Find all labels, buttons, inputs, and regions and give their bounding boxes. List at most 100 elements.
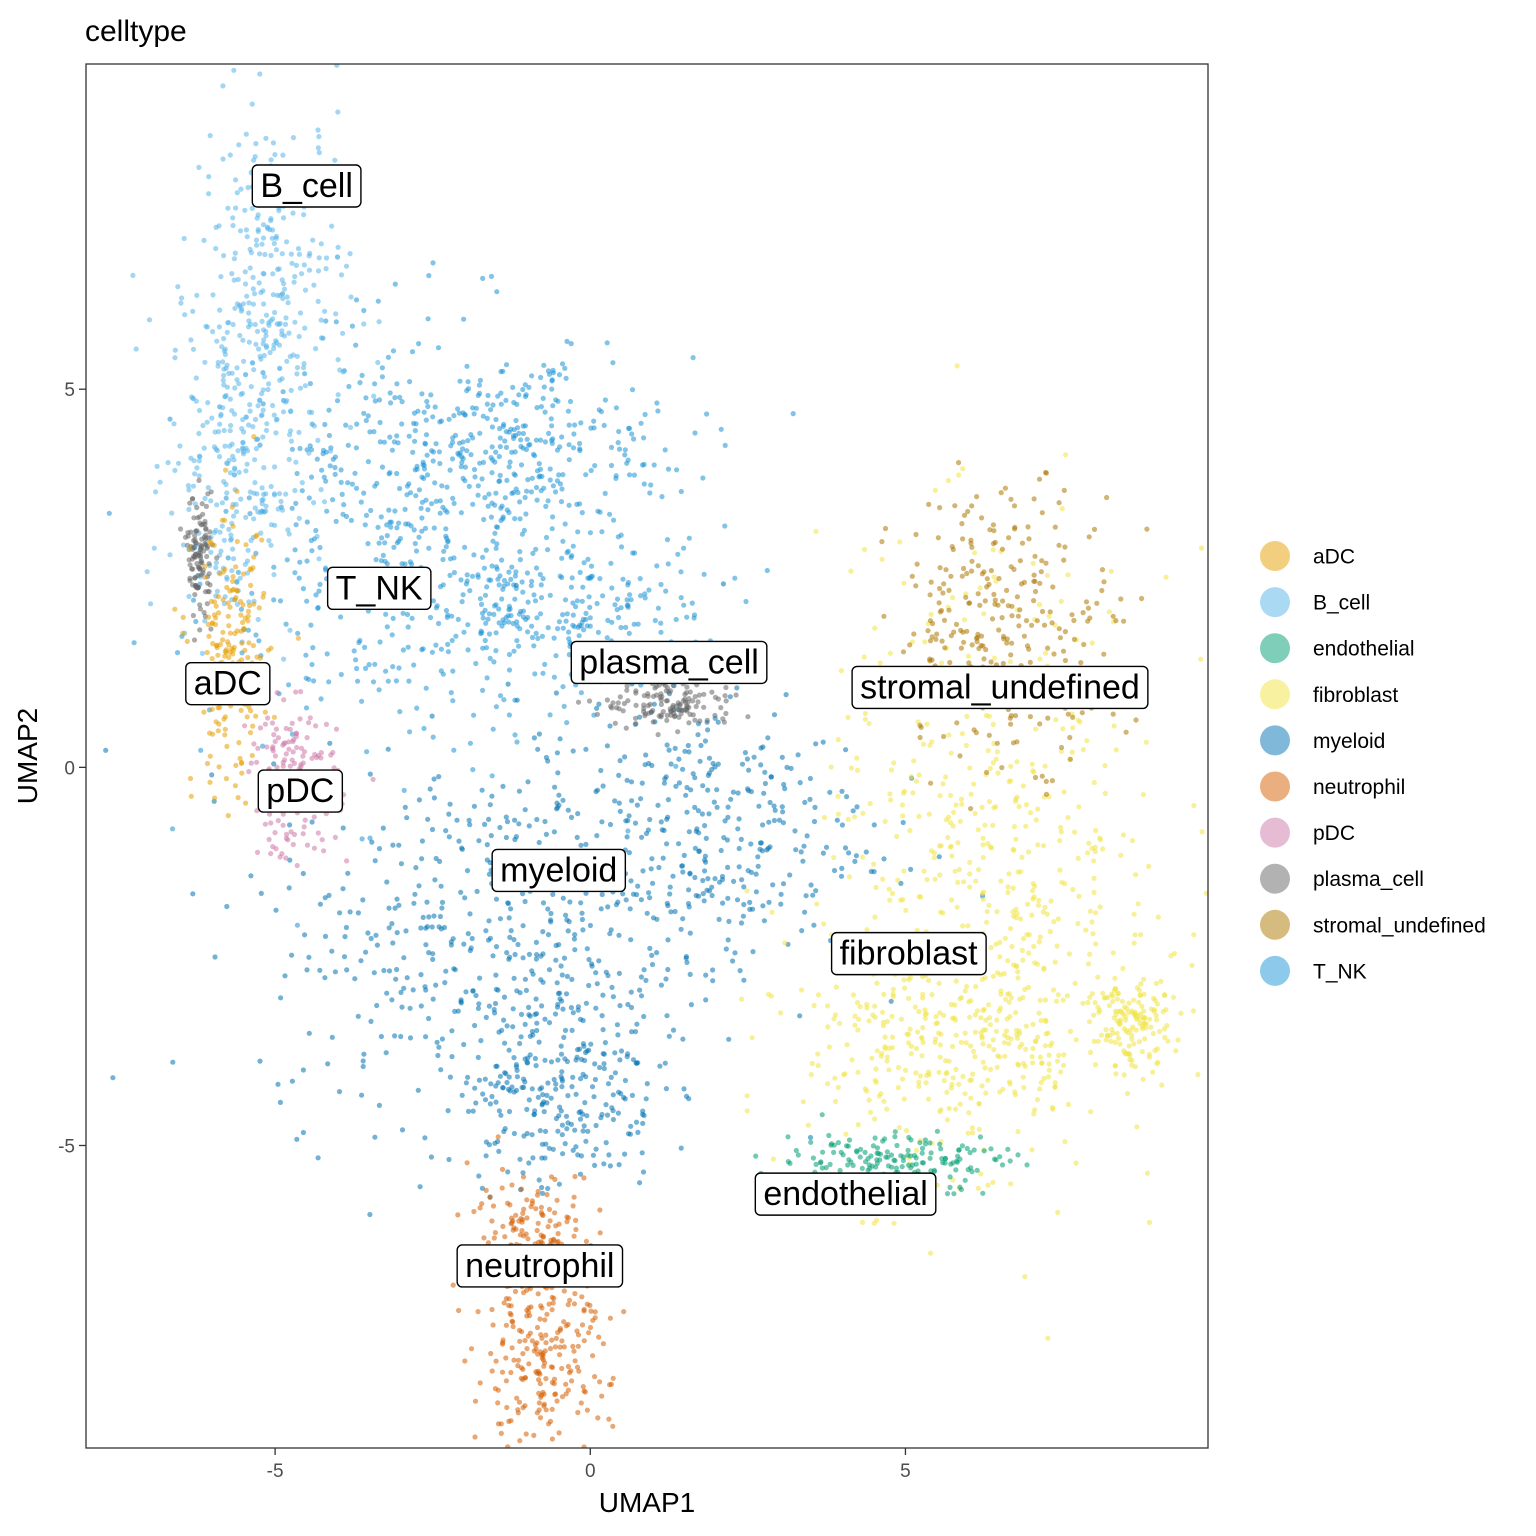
point (612, 798, 618, 804)
point (236, 740, 242, 746)
point (553, 653, 559, 659)
point (1021, 633, 1027, 639)
point (700, 877, 706, 884)
point (418, 505, 424, 511)
point (782, 940, 788, 946)
point (624, 602, 630, 609)
point (715, 696, 722, 702)
point (190, 612, 196, 619)
point (341, 502, 347, 508)
point (365, 930, 371, 936)
point (987, 765, 993, 772)
point (962, 988, 968, 994)
point (424, 452, 430, 458)
point (456, 440, 463, 446)
point (477, 596, 483, 602)
point (721, 835, 727, 841)
point (709, 884, 715, 890)
point (271, 597, 277, 603)
point (527, 441, 533, 448)
point (399, 421, 405, 427)
point (189, 496, 195, 502)
point (1053, 717, 1059, 723)
point (327, 740, 333, 746)
point (579, 1294, 585, 1300)
point (186, 506, 192, 512)
point (239, 640, 245, 646)
point (1005, 991, 1011, 997)
point (995, 770, 1001, 776)
point (445, 1108, 451, 1114)
point (852, 858, 858, 865)
point (518, 443, 524, 450)
point (1129, 1036, 1135, 1042)
point (1062, 629, 1068, 635)
point (294, 744, 300, 751)
point (610, 1116, 617, 1123)
point (433, 855, 439, 862)
point (972, 1054, 978, 1060)
point (856, 1016, 862, 1022)
point (558, 499, 565, 505)
point (364, 749, 370, 755)
point (874, 1048, 880, 1054)
point (871, 822, 877, 828)
point (493, 416, 499, 423)
point (509, 1220, 515, 1226)
point (941, 1012, 947, 1018)
point (386, 905, 392, 911)
point (1037, 1086, 1043, 1092)
point (263, 503, 269, 509)
point (1031, 598, 1037, 604)
point (347, 909, 353, 915)
point (214, 588, 220, 594)
point (479, 476, 485, 482)
point (407, 1035, 414, 1041)
point (945, 834, 951, 841)
point (293, 262, 299, 268)
point (317, 967, 323, 973)
point (482, 495, 488, 501)
point (758, 762, 764, 768)
point (205, 580, 211, 586)
point (1106, 609, 1112, 615)
point (886, 1045, 892, 1051)
point (261, 374, 268, 380)
point (242, 207, 248, 213)
point (644, 1081, 650, 1087)
point (523, 987, 530, 994)
point (212, 954, 218, 960)
point (524, 1197, 530, 1203)
point (879, 556, 885, 563)
point (180, 630, 186, 637)
point (263, 343, 269, 349)
point (1075, 717, 1081, 723)
point (396, 902, 402, 908)
point (294, 371, 300, 377)
point (495, 1400, 501, 1406)
point (594, 600, 600, 607)
point (219, 344, 225, 350)
point (759, 848, 766, 854)
point (483, 620, 489, 626)
point (190, 597, 197, 603)
point (1118, 1017, 1124, 1023)
point (811, 922, 817, 928)
point (682, 691, 688, 698)
point (648, 482, 654, 488)
point (497, 472, 503, 478)
point (1006, 1041, 1012, 1047)
point (519, 1084, 525, 1091)
point (1065, 572, 1071, 578)
point (453, 633, 459, 639)
point (489, 470, 495, 476)
point (261, 327, 267, 333)
point (1018, 581, 1025, 587)
point (844, 1143, 850, 1149)
point (506, 667, 513, 673)
point (674, 467, 680, 473)
point (606, 1416, 612, 1422)
point (615, 440, 621, 446)
point (437, 510, 443, 516)
point (628, 1004, 635, 1011)
